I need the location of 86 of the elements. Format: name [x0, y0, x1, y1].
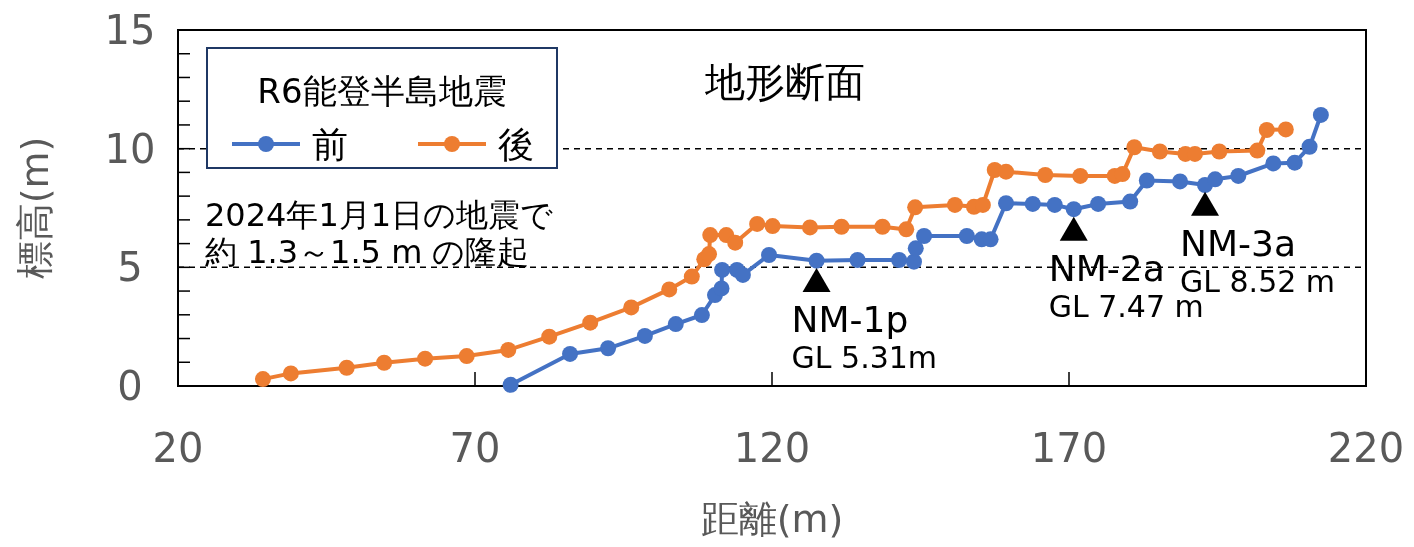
point	[683, 268, 700, 285]
text: 地形断面	[704, 59, 865, 105]
point	[600, 340, 617, 357]
point	[562, 345, 579, 362]
legend-label: 後	[498, 124, 534, 165]
point	[417, 350, 434, 367]
point	[916, 228, 933, 245]
point	[849, 251, 866, 268]
point	[833, 218, 850, 235]
point	[713, 280, 730, 297]
point	[1265, 155, 1282, 172]
point	[907, 240, 924, 257]
point	[500, 341, 517, 358]
legend-label: 前	[312, 124, 348, 165]
point	[1114, 166, 1131, 183]
point	[905, 253, 922, 270]
point	[1090, 195, 1107, 212]
point	[1286, 154, 1303, 171]
x-axis-title: 距離(m)	[700, 497, 844, 541]
point	[254, 371, 271, 388]
point	[1277, 121, 1294, 138]
y-tick-label: 5	[117, 244, 143, 291]
point	[764, 218, 781, 235]
annotation: 約 1.3～1.5 m の隆起	[205, 233, 530, 271]
point	[761, 246, 778, 263]
point	[974, 196, 991, 213]
point	[1072, 167, 1089, 184]
annotation: 2024年1月1日の地震で	[205, 196, 554, 234]
point	[874, 218, 891, 235]
point	[541, 328, 558, 345]
point	[1126, 139, 1143, 156]
point	[376, 354, 393, 371]
y-tick-label: 10	[104, 125, 156, 172]
point	[1172, 173, 1189, 190]
point	[998, 195, 1015, 212]
y-axis-title: 標高(m)	[13, 136, 57, 280]
point	[802, 219, 819, 236]
point	[727, 234, 744, 251]
point	[946, 196, 963, 213]
point	[1065, 201, 1082, 218]
annotation: GL 5.31m	[791, 339, 938, 375]
point	[1024, 195, 1041, 212]
x-tick-label: 170	[1030, 425, 1108, 471]
point	[891, 251, 908, 268]
point	[1151, 143, 1168, 160]
point	[898, 221, 915, 238]
point	[1138, 172, 1155, 189]
point	[693, 307, 710, 324]
annotation: NM-2a	[1048, 247, 1165, 289]
point	[1211, 143, 1228, 160]
point	[958, 228, 975, 245]
point	[661, 281, 678, 298]
point	[1122, 193, 1139, 210]
point	[1258, 121, 1275, 138]
y-tick-label: 15	[104, 7, 156, 53]
x-tick-label: 70	[449, 425, 501, 471]
annotation: NM-1p	[791, 298, 909, 340]
point	[808, 252, 825, 269]
point	[282, 365, 299, 382]
point	[702, 227, 719, 244]
point	[701, 246, 718, 263]
point	[582, 314, 599, 331]
point	[998, 163, 1015, 180]
point	[338, 359, 355, 376]
point	[907, 199, 924, 216]
y-tick-label: 0	[117, 363, 143, 409]
point	[667, 316, 684, 333]
point	[623, 299, 640, 316]
point	[636, 327, 653, 344]
point	[1301, 138, 1318, 155]
point	[502, 376, 519, 393]
point	[1249, 142, 1266, 159]
point	[1230, 167, 1247, 184]
point	[1037, 167, 1054, 184]
annotation: NM-3a	[1180, 222, 1296, 264]
point	[1207, 171, 1224, 188]
x-tick-label: 120	[733, 425, 811, 471]
point	[734, 266, 751, 283]
legend-title: R6能登半島地震	[257, 71, 507, 111]
x-tick-label: 220	[1327, 425, 1405, 471]
x-tick-label: 20	[152, 425, 204, 471]
point	[714, 261, 731, 278]
point	[458, 348, 475, 365]
point	[749, 215, 766, 232]
point	[1046, 196, 1063, 213]
point	[1312, 106, 1329, 123]
